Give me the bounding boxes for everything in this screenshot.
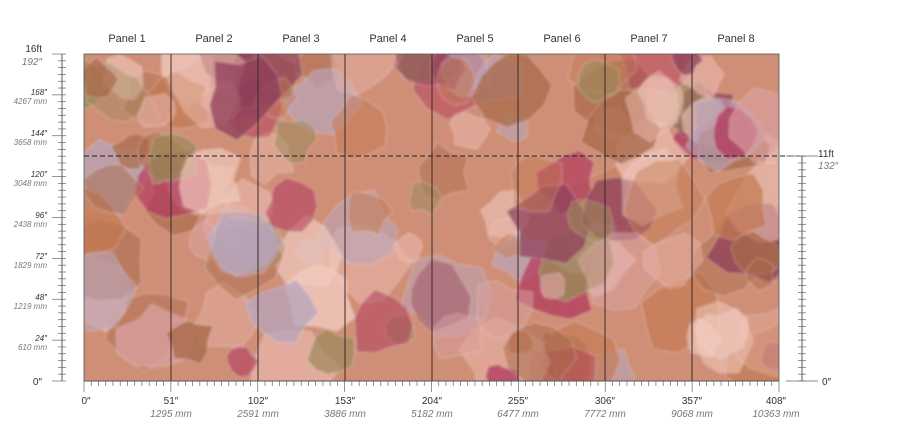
left-tick-sub: 3658 mm [14,138,48,147]
left-tick-sub: 1829 mm [14,261,48,270]
left-tick-label: 96″ [35,211,48,220]
watercolor-blob [540,272,566,300]
left-tick-sub: 2438 mm [13,220,48,229]
watercolor-blob [436,55,476,106]
right-ruler-zero: 0″ [822,377,832,388]
watercolor-blob [432,313,486,360]
panel-dividers [170,54,693,381]
bottom-tick-label: 0″ [81,396,91,407]
bottom-tick-sub: 5182 mm [411,409,453,420]
watercolor-blob [407,180,444,216]
right-ruler: 11ft 132″ 0″ [786,149,839,388]
watercolor-blob [567,199,614,244]
left-tick-sub: 3048 mm [14,179,48,188]
watercolor-blob [331,54,398,96]
bottom-ruler: 0″ 51″ 1295 mm 102″ 2591 mm 153″ 3886 mm… [81,380,800,420]
watercolor-blob [643,232,704,289]
panel-label-2: Panel 2 [195,33,232,45]
watercolor-blob [165,319,214,365]
left-tick-sub: 610 mm [18,343,47,352]
left-tick-label: 72″ [35,252,48,261]
panel-label-3: Panel 3 [282,33,319,45]
watercolor-blob [728,87,779,164]
left-ruler-top-ft: 16ft [25,44,42,55]
bottom-tick-label: 153″ [335,396,356,407]
panel-label-4: Panel 4 [369,33,406,45]
bottom-tick-label: 255″ [508,396,529,407]
left-tick-label: 120″ [31,170,48,179]
bottom-tick-label: 306″ [595,396,616,407]
watercolor-blob [670,54,704,77]
watercolor-blob [353,288,414,354]
watercolor-blob [448,111,491,150]
watercolor-blob [225,345,260,378]
bottom-tick-label: 357″ [682,396,703,407]
bottom-tick-label: 204″ [422,396,443,407]
left-ruler: 16ft 192″ 168″ 4267 mm 144″ 3658 mm 120″… [13,44,66,388]
panel-label-7: Panel 7 [630,33,667,45]
left-tick-label: 168″ [31,88,48,97]
watercolor-blob [84,56,119,99]
left-ruler-top-in: 192″ [22,57,43,68]
bottom-tick-sub: 2591 mm [236,409,279,420]
watercolor-blob [492,232,522,260]
left-tick-sub: 4267 mm [14,97,48,106]
watercolor-blob [470,54,553,129]
panel-labels: Panel 1 Panel 2 Panel 3 Panel 4 Panel 5 … [108,33,754,45]
panel-label-5: Panel 5 [456,33,493,45]
left-ruler-zero: 0″ [33,377,43,388]
left-tick-label: 48″ [35,293,48,302]
watercolor-blob [623,158,706,248]
bottom-tick-sub: 3886 mm [324,409,366,420]
watercolor-blob [509,153,563,213]
bottom-tick-label: 51″ [164,396,179,407]
bottom-tick-label: 408″ [766,396,787,407]
watercolor-blob [577,232,661,311]
watercolor-blob [264,177,318,233]
watercolor-blob [347,190,394,236]
watercolor-blob [208,55,283,142]
watercolor-blob [210,210,285,277]
bottom-tick-label: 102″ [248,396,269,407]
watercolor-blob [245,279,320,345]
bottom-tick-sub: 10363 mm [752,409,799,420]
watercolor-blob [476,279,534,340]
watercolor-blob [273,119,318,165]
left-tick-label: 144″ [31,129,48,138]
bottom-tick-sub: 1295 mm [150,409,192,420]
bottom-tick-sub: 9068 mm [671,409,713,420]
panel-label-8: Panel 8 [717,33,754,45]
watercolor-blob [637,70,684,127]
watercolor-blob [745,256,775,292]
right-ruler-top-in: 132″ [818,161,839,172]
panel-label-1: Panel 1 [108,33,145,45]
left-tick-label: 24″ [34,334,48,343]
bottom-tick-sub: 7772 mm [584,409,626,420]
watercolor-blob [136,93,176,128]
bottom-tick-sub: 6477 mm [497,409,539,420]
watercolor-blob [705,172,768,241]
watercolor-blob [577,58,621,104]
watercolor-blobs [84,54,779,381]
watercolor-blob [501,322,578,381]
watercolor-blob [306,327,356,375]
watercolor-blob [84,251,138,333]
watercolor-blob [178,147,242,214]
panel-label-6: Panel 6 [543,33,580,45]
watercolor-blob [484,363,521,381]
left-tick-sub: 1219 mm [14,302,48,311]
right-ruler-top-ft: 11ft [818,149,834,160]
wallpaper-pattern [84,54,779,381]
watercolor-blob [694,307,749,361]
